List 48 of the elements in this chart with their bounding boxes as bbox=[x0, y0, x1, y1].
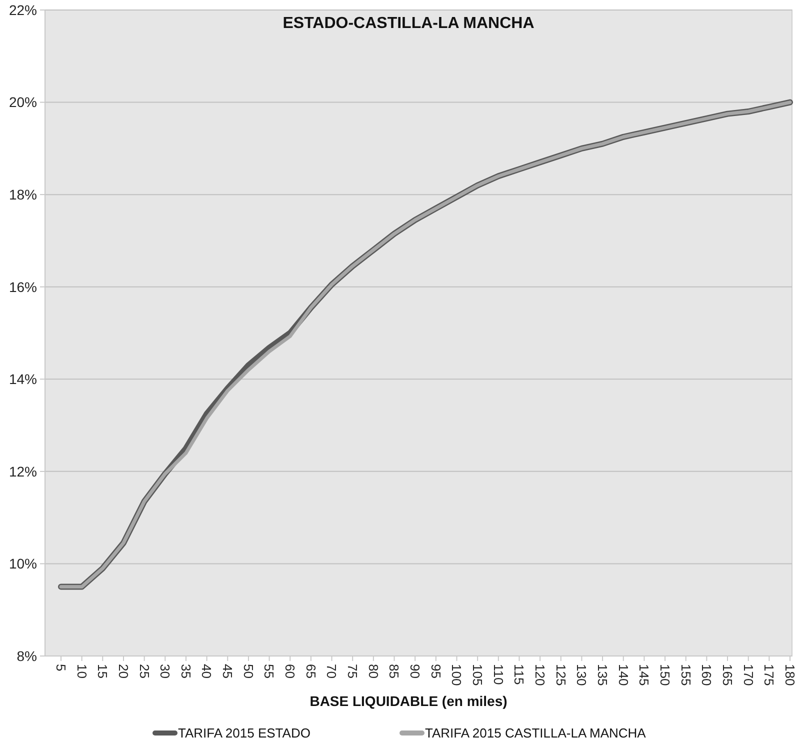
x-tick-label: 85 bbox=[386, 664, 402, 678]
x-tick-label: 135 bbox=[594, 664, 610, 686]
y-tick-label: 10% bbox=[8, 556, 37, 572]
x-tick-label: 5 bbox=[53, 664, 68, 672]
x-tick-label: 140 bbox=[616, 664, 631, 686]
x-tick-label: 50 bbox=[240, 664, 256, 678]
x-tick-label: 130 bbox=[574, 664, 590, 686]
chart-title: ESTADO-CASTILLA-LA MANCHA bbox=[282, 15, 535, 32]
x-tick-label: 150 bbox=[657, 664, 672, 686]
x-tick-label: 125 bbox=[553, 664, 568, 686]
x-tick-label: 165 bbox=[720, 664, 735, 686]
x-tick-label: 120 bbox=[532, 664, 548, 686]
x-tick-label: 110 bbox=[490, 664, 506, 685]
x-tick-label: 105 bbox=[470, 664, 486, 686]
x-tick-label: 175 bbox=[762, 664, 777, 686]
x-tick-label: 80 bbox=[366, 664, 381, 678]
x-tick-label: 45 bbox=[220, 664, 236, 678]
x-tick-label: 55 bbox=[262, 664, 277, 678]
y-tick-label: 18% bbox=[8, 186, 37, 202]
x-tick-label: 95 bbox=[428, 664, 444, 678]
x-tick-label: 90 bbox=[408, 664, 423, 678]
y-tick-label: 16% bbox=[8, 278, 37, 295]
x-tick-label: 160 bbox=[699, 664, 714, 686]
x-tick-label: 75 bbox=[345, 664, 360, 678]
x-tick-label: 70 bbox=[324, 664, 340, 678]
x-tick-label: 40 bbox=[199, 664, 214, 678]
x-tick-label: 30 bbox=[158, 664, 173, 678]
x-tick-label: 15 bbox=[95, 664, 110, 678]
x-tick-label: 65 bbox=[303, 664, 318, 678]
legend-label: TARIFA 2015 ESTADO bbox=[178, 726, 310, 741]
x-tick-label: 35 bbox=[178, 664, 194, 678]
x-tick-label: 180 bbox=[782, 664, 797, 686]
y-tick-label: 22% bbox=[8, 2, 37, 18]
x-tick-label: 115 bbox=[512, 664, 527, 685]
x-tick-label: 60 bbox=[282, 664, 298, 678]
legend-label: TARIFA 2015 CASTILLA-LA MANCHA bbox=[425, 726, 646, 741]
x-tick-label: 100 bbox=[449, 664, 464, 686]
y-tick-label: 12% bbox=[8, 463, 37, 480]
y-tick-label: 14% bbox=[8, 371, 37, 388]
x-tick-label: 145 bbox=[636, 664, 652, 686]
x-tick-label: 10 bbox=[74, 664, 90, 678]
x-tick-label: 20 bbox=[116, 664, 131, 678]
x-axis-title: BASE LIQUIDABLE (en miles) bbox=[310, 693, 508, 709]
y-tick-label: 8% bbox=[16, 648, 37, 664]
x-tick-label: 155 bbox=[678, 664, 694, 686]
x-tick-label: 170 bbox=[740, 664, 756, 686]
x-tick-label: 25 bbox=[136, 664, 152, 678]
y-tick-label: 20% bbox=[8, 94, 37, 110]
